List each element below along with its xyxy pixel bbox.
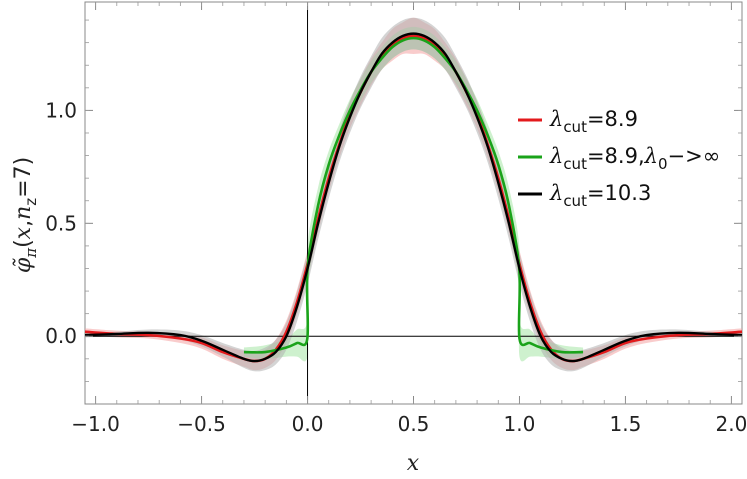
x-tick-label: 0.0 [292,412,324,436]
legend: λcut=8.9 λcut=8.9,λ0−>∞ λcut=10.3 [518,107,720,210]
x-tick-label: −1.0 [71,412,120,436]
legend-label: λcut=10.3 [549,181,651,210]
series-line-2 [84,32,743,363]
x-tick-label: 2.0 [715,412,747,436]
y-tick-label: 1.0 [45,98,77,122]
legend-label: λcut=8.9,λ0−>∞ [549,144,720,173]
svg-text:φ̃π(x,nz=7): φ̃π(x,nz=7) [11,157,40,273]
legend-label: λcut=8.9 [549,107,638,136]
x-tick-label: 1.0 [504,412,536,436]
y-tick-label: 0.5 [45,211,77,235]
x-tick-label: −0.5 [177,412,226,436]
x-tick-label: 1.5 [610,412,642,436]
x-tick-label: 0.5 [398,412,430,436]
y-axis-title: φ̃π(x,nz=7) [11,157,40,273]
x-axis-title: x [407,451,420,476]
y-tick-label: 0.0 [45,324,77,348]
